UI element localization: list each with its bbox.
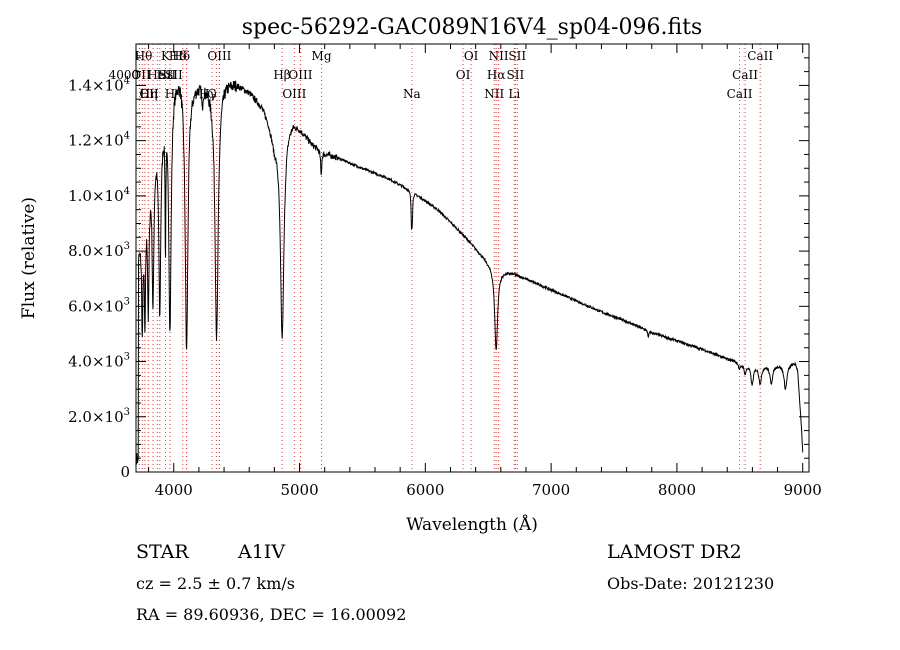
line-label: NII	[484, 87, 504, 101]
y-tick-label: 1.4×104	[68, 75, 130, 94]
line-label: CaII	[727, 87, 753, 101]
obs-date: Obs-Date: 20121230	[607, 574, 774, 593]
line-label: CaII	[747, 49, 773, 63]
spectrum-series	[136, 80, 804, 465]
x-tick-label: 5000	[280, 481, 318, 499]
line-label: SII	[508, 49, 526, 63]
spectral-line-markers	[138, 44, 761, 472]
y-tick-label: 2.0×103	[68, 407, 130, 426]
y-tick-label: 1.2×104	[68, 131, 130, 150]
object-subclass: A1IV	[237, 541, 285, 563]
x-axis-label: Wavelength (Å)	[406, 514, 538, 535]
line-label: Hε	[157, 68, 174, 82]
line-label: Hδ	[172, 49, 190, 63]
y-axis: 0 2.0×103 4.0×103 6.0×103 8.0×103 1.0×104 1.2×…	[68, 43, 809, 481]
line-label: K	[161, 49, 171, 63]
line-label: Na	[403, 87, 421, 101]
redshift-value: cz = 2.5 ± 0.7 km/s	[136, 574, 295, 593]
line-label: Hγ	[199, 87, 217, 101]
line-label: Hα	[487, 68, 506, 82]
spectrum-line	[136, 80, 804, 465]
line-label: He	[147, 68, 165, 82]
line-label: H	[165, 87, 175, 101]
line-label: Hη	[140, 87, 158, 101]
line-label: OI	[456, 68, 471, 82]
line-label: SII	[507, 68, 525, 82]
chart-title: spec-56292-GAC089N16V4_sp04-096.fits	[242, 15, 703, 40]
x-tick-label: 7000	[532, 481, 570, 499]
y-tick-label: 0	[120, 463, 130, 481]
line-label: CaII	[732, 68, 758, 82]
x-axis: 4000 5000 6000 7000 8000 9000	[148, 44, 822, 499]
y-tick-label: 1.0×104	[68, 186, 130, 205]
line-label: SII	[165, 68, 183, 82]
line-label: OIII	[207, 49, 231, 63]
object-class: STAR	[136, 541, 189, 563]
line-label: Li	[508, 87, 520, 101]
line-label: NII	[489, 49, 509, 63]
y-tick-label: 6.0×103	[68, 296, 130, 315]
line-label: OI	[464, 49, 479, 63]
y-tick-label: 4.0×103	[68, 352, 130, 371]
x-tick-label: 4000	[155, 481, 193, 499]
x-tick-label: 8000	[658, 481, 696, 499]
line-label: Hθ	[135, 49, 153, 63]
line-label: SII	[159, 68, 177, 82]
line-label: G	[207, 87, 217, 101]
survey-name: LAMOST DR2	[607, 541, 742, 563]
x-tick-label: 6000	[406, 481, 444, 499]
line-label: Mg	[312, 49, 332, 63]
line-label: Hβ	[273, 68, 290, 82]
plot-frame	[135, 43, 810, 473]
line-label: OII	[139, 87, 159, 101]
line-label: 4000	[109, 68, 140, 82]
x-tick-label: 9000	[784, 481, 822, 499]
y-tick-label: 8.0×103	[68, 241, 130, 260]
line-label: OIII	[288, 68, 312, 82]
line-label: OIII	[282, 87, 306, 101]
coordinates: RA = 89.60936, DEC = 16.00092	[136, 605, 406, 624]
y-axis-label: Flux (relative)	[19, 197, 39, 319]
